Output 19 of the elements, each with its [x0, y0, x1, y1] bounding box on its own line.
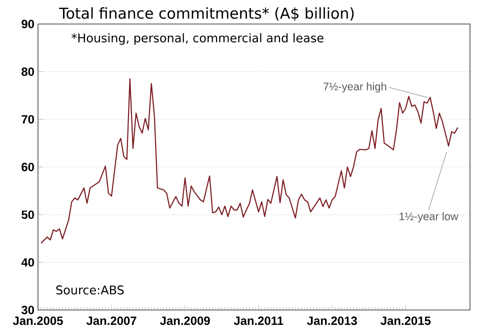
annotation: 7½-year high: [324, 82, 386, 93]
x-tick-label: Jan.2009: [160, 316, 210, 325]
x-tick-label: Jan.2015: [380, 316, 431, 325]
y-tick-label: 80: [22, 67, 34, 76]
annotation: Source:ABS: [56, 285, 124, 294]
x-tick-label: Jan.2013: [307, 316, 357, 326]
y-tick-label: 30: [21, 306, 34, 314]
y-tick-label: 40: [21, 258, 34, 267]
chart-title: Total finance commitments* (A$ billion): [59, 7, 354, 21]
x-tick-label: Jan.2005: [12, 316, 63, 325]
x-tick-label: Jan.2011: [234, 316, 284, 325]
annotation: 1½-year low: [400, 212, 458, 222]
y-tick-label: 90: [22, 20, 34, 28]
text: *Housing, personal, commercial and lease: [72, 33, 324, 45]
y-tick-label: 50: [22, 210, 34, 219]
x-tick-label: Jan.2007: [86, 316, 136, 325]
y-tick-label: 60: [22, 162, 34, 172]
line-series: [40, 78, 458, 244]
y-tick-label: 70: [22, 115, 34, 124]
